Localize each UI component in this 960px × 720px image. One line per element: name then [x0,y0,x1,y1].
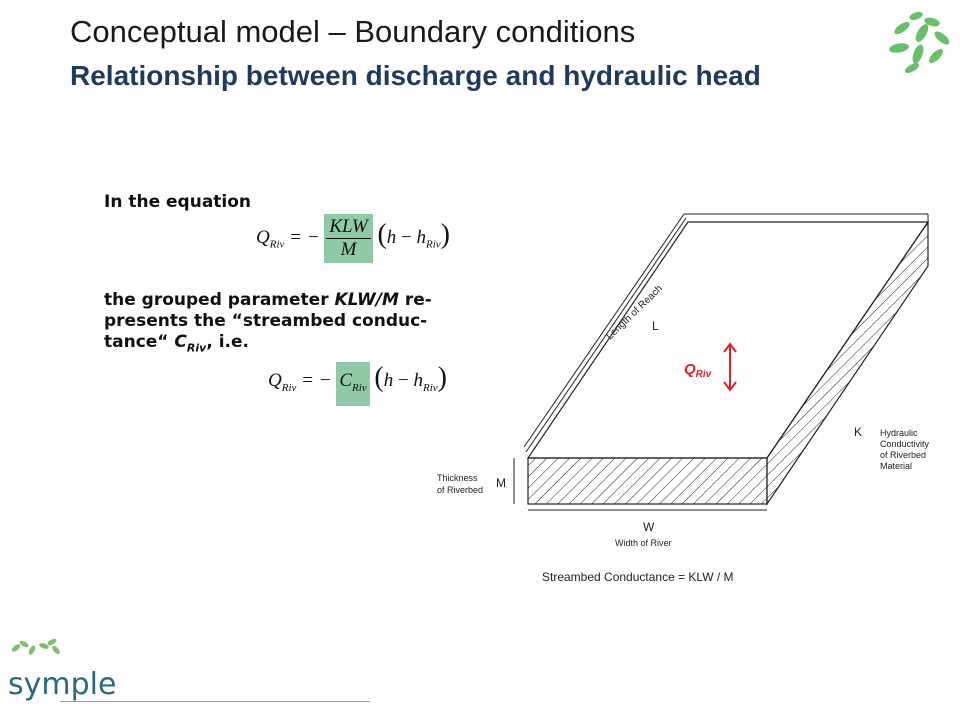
riverbed-diagram: Length of Reach L QRiv K Hydraulic Condu… [437,213,932,584]
eq2-paren-close: ) [437,362,447,393]
eq2-h2: h [413,370,423,391]
leaf-logo-icon [889,11,950,74]
k-label-line-4: Material [880,461,912,471]
symple-wordmark: symple [8,667,116,702]
m-symbol: M [496,476,506,490]
k-label-line-2: Conductivity [880,439,930,449]
eq2-h: h [383,370,394,391]
eq2-minus: − [393,370,414,391]
riverbed-side-face [766,220,929,506]
k-label: Hydraulic Conductivity of Riverbed Mater… [880,428,932,471]
eq1-numerator: KLW [326,216,371,239]
q-arrow-head-up [723,342,737,353]
slide-subtitle: Relationship between discharge and hydra… [70,60,761,91]
m-label-line-1: Thickness [437,473,478,483]
slide-title: Conceptual model – Boundary conditions [70,14,636,49]
eq2-conductance: CRiv [336,362,370,406]
eq1-fraction: KLW M [324,214,373,263]
explain-text: the grouped parameter KLW/M re-presents … [104,290,484,358]
q-label: QRiv [684,361,713,380]
q-label-main: Q [684,361,696,378]
eq1-denominator: M [340,239,357,260]
length-symbol: L [652,319,659,333]
explain-prefix: the grouped parameter [104,290,335,310]
k-label-line-3: of Riverbed [880,450,926,460]
eq2-c-sub: Riv [352,381,367,394]
q-arrow-head-down [723,381,737,392]
eq2-sign: = − [301,370,332,391]
equation-1: QRiv = − KLW M (h − hRiv) [256,214,450,263]
m-label: Thickness of Riverbed [437,473,483,495]
explain-suffix: , i.e. [206,332,249,352]
w-symbol: W [643,520,655,534]
eq2-lhs: Q [268,370,282,391]
eq2-h2-sub: Riv [422,381,438,394]
k-label-line-1: Hydraulic [880,428,918,438]
diagram-caption: Streambed Conductance = KLW / M [542,570,734,584]
eq1-lhs: Q [256,226,270,248]
eq2-paren-open: ( [374,362,384,393]
equation-2: QRiv = − CRiv (h − hRiv) [268,362,447,406]
footer-divider [60,701,370,702]
eq2-lhs-sub: Riv [281,381,297,394]
eq1-paren-close: ) [440,218,450,250]
eq1-h2-sub: Riv [425,238,441,251]
eq1-h2: h [416,226,426,248]
eq1-sign: = − [289,226,320,248]
explain-param: KLW/M [334,290,399,310]
symple-logo: symple [8,638,116,702]
w-label: Width of River [615,538,672,548]
eq1-lhs-sub: Riv [269,238,285,251]
riverbed-front-face [527,457,768,505]
eq1-minus: − [396,226,417,248]
q-label-sub: Riv [696,369,713,380]
eq1-paren-open: ( [377,218,387,250]
explain-symbol-sub: Riv [186,341,207,355]
explain-mid: re-presents the “streambed conduc-tance“ [104,290,432,352]
k-symbol: K [854,425,862,439]
eq2-c: C [339,370,352,391]
eq1-h: h [386,226,397,248]
left-bank-line [525,217,687,453]
m-label-line-2: of Riverbed [437,485,483,495]
symple-leaves-icon [11,638,60,655]
explain-symbol: C [174,332,187,352]
left-bank-line-outer [523,213,685,448]
intro-text: In the equation [104,192,252,212]
